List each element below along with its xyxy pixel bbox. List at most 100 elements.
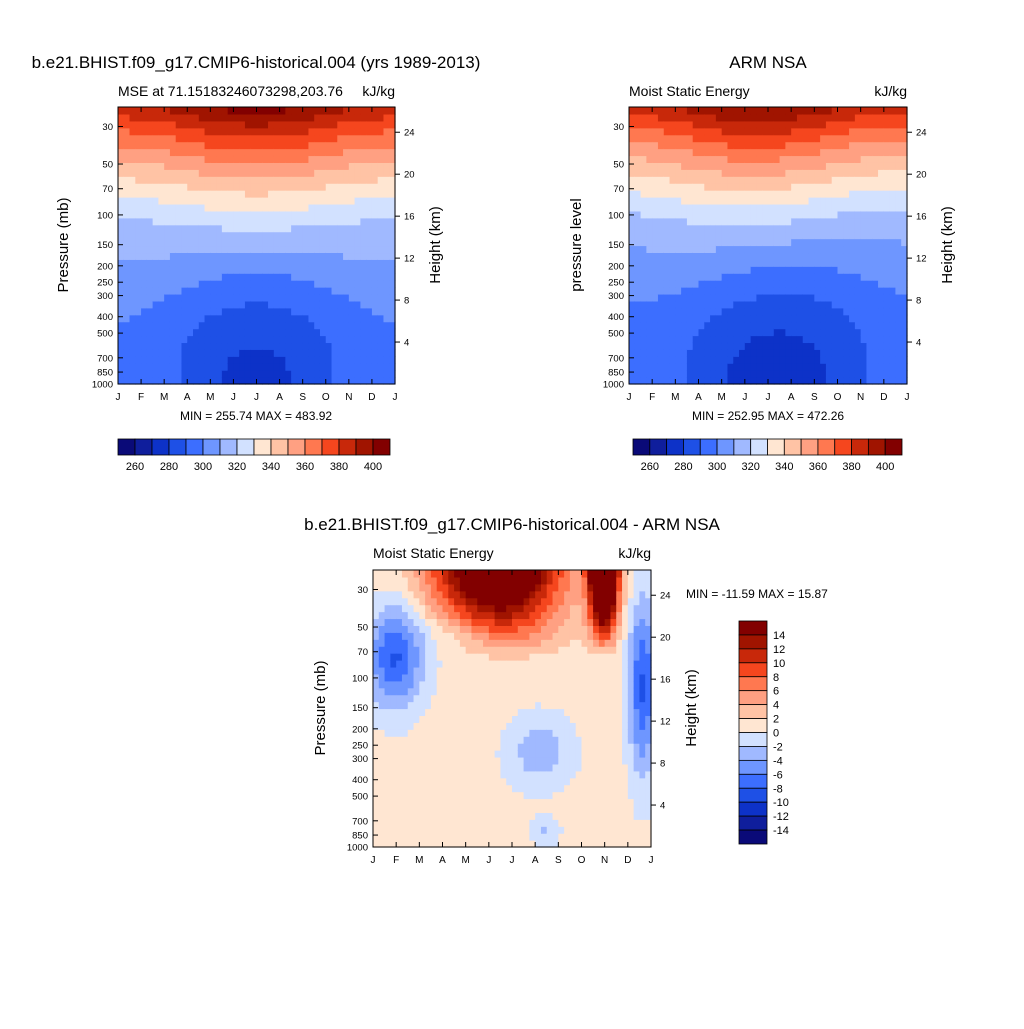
contour-cell [641,322,647,330]
contour-cell [124,183,130,191]
contour-cell [803,204,809,212]
contour-cell [297,190,303,198]
contour-cell [699,218,705,226]
contour-cell [466,653,472,661]
contour-cell [390,605,396,613]
contour-cell [797,204,803,212]
contour-cell [739,121,745,129]
contour-cell [216,107,222,115]
contour-cell [187,322,193,330]
contour-cell [681,155,687,163]
contour-cell [378,287,384,295]
contour-cell [693,246,699,254]
contour-cell [762,329,768,337]
contour-cell [872,329,878,337]
contour-cell [832,259,838,267]
contour-cell [366,162,372,170]
contour-cell [118,266,124,274]
contour-cell [251,218,257,226]
contour-cell [176,162,182,170]
contour-cell [471,764,477,772]
contour-cell [826,356,832,364]
contour-cell [245,204,251,212]
contour-cell [780,211,786,219]
x-tick-label: S [299,392,306,403]
contour-cell [408,840,414,848]
contour-cell [739,128,745,136]
contour-cell [814,114,820,122]
contour-cell [268,294,274,302]
contour-cell [431,570,437,578]
contour-cell [419,660,425,668]
contour-cell [641,114,647,122]
contour-cell [274,294,280,302]
contour-cell [262,287,268,295]
contour-cell [629,301,635,309]
contour-cell [262,329,268,337]
contour-cell [308,232,314,240]
contour-cell [739,218,745,226]
contour-cell [832,336,838,344]
contour-cell [500,660,506,668]
contour-cell [878,114,884,122]
contour-cell [239,294,245,302]
contour-cell [280,301,286,309]
contour-cell [855,252,861,260]
contour-cell [141,301,147,309]
contour-cell [233,363,239,371]
contour-cell [866,308,872,316]
contour-cell [489,681,495,689]
contour-cell [477,799,483,807]
contour-cell [814,135,820,143]
contour-cell [124,329,130,337]
contour-cell [895,315,901,323]
contour-cell [239,315,245,323]
contour-cell [378,135,384,143]
contour-cell [396,667,402,675]
contour-cell [280,322,286,330]
contour-cell [814,169,820,177]
contour-cell [378,294,384,302]
chart-title: b.e21.BHIST.f09_g17.CMIP6-historical.004… [304,515,720,534]
contour-cell [878,149,884,157]
contour-cell [372,135,378,143]
contour-cell [372,225,378,233]
contour-cell [164,155,170,163]
contour-cell [687,308,693,316]
x-tick-label: J [905,392,910,403]
contour-cell [820,204,826,212]
contour-cell [257,211,263,219]
contour-cell [832,169,838,177]
contour-cell [360,135,366,143]
contour-cell [652,121,658,129]
contour-cell [379,570,385,578]
contour-cell [181,176,187,184]
contour-cell [826,287,832,295]
contour-cell [710,176,716,184]
colorbar-swatch [220,439,237,455]
contour-cell [326,377,332,385]
contour-cell [181,142,187,150]
contour-cell [297,239,303,247]
contour-cell [774,287,780,295]
contour-cell [402,632,408,640]
contour-cell [895,225,901,233]
contour-cell [383,370,389,378]
contour-cell [843,162,849,170]
contour-cell [130,252,136,260]
contour-cell [814,197,820,205]
contour-cell [326,294,332,302]
contour-cell [471,612,477,620]
contour-cell [228,197,234,205]
contour-cell [838,128,844,136]
contour-cell [664,315,670,323]
contour-cell [205,287,211,295]
contour-cell [181,155,187,163]
contour-cell [205,183,211,191]
contour-cell [326,190,332,198]
contour-cell [716,266,722,274]
contour-cell [378,273,384,281]
contour-cell [745,266,751,274]
contour-cell [745,356,751,364]
contour-cell [733,232,739,240]
